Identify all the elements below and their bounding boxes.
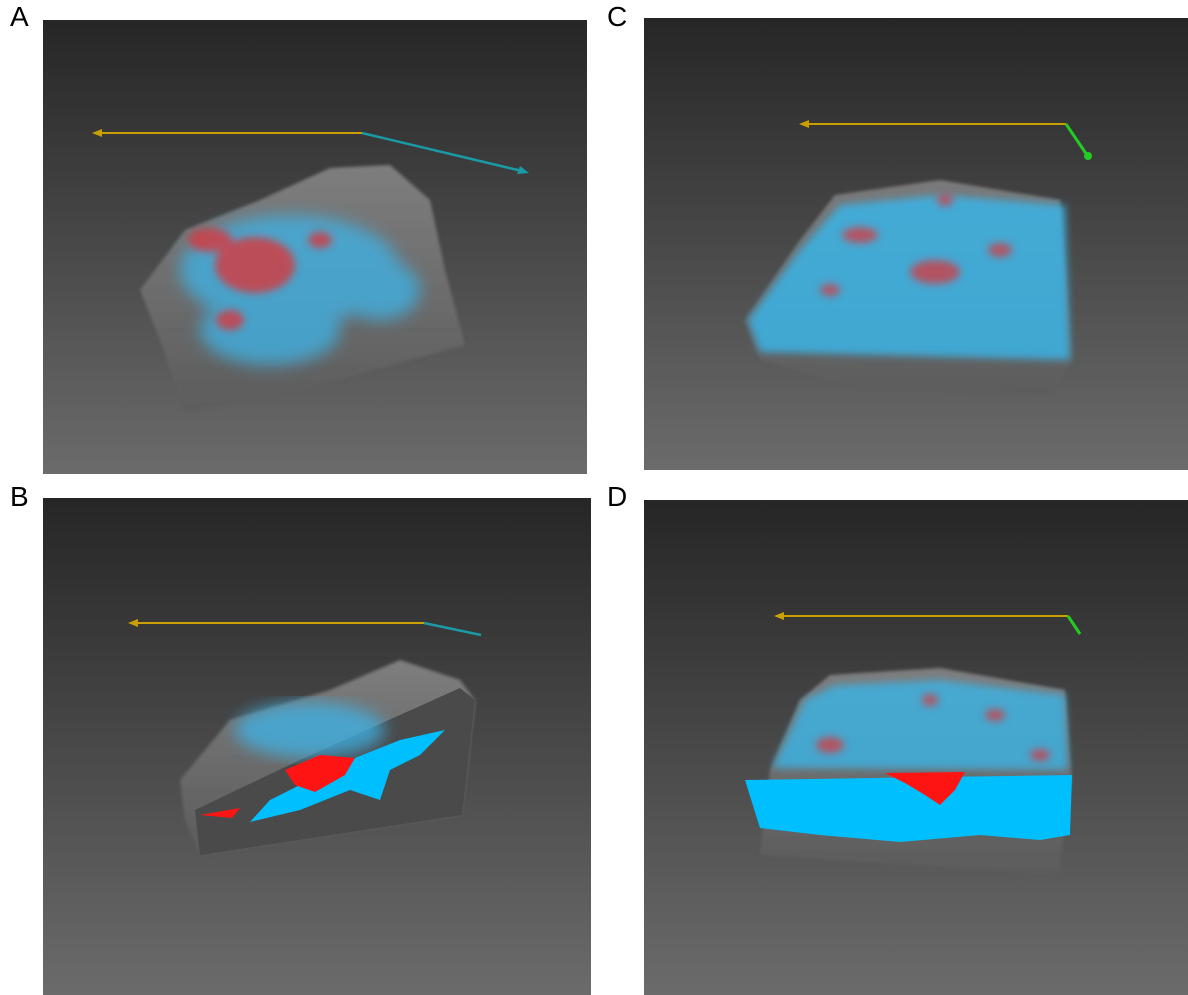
panel-label: D: [607, 481, 627, 512]
panel-b: [43, 498, 591, 995]
panel-label: A: [10, 1, 29, 32]
blue-signal: [235, 702, 385, 758]
figure: A B C D: [0, 0, 1188, 995]
panel-c: [644, 18, 1188, 470]
panel-label: C: [607, 1, 627, 32]
panel-a: [43, 20, 587, 474]
panel-d: [644, 500, 1188, 995]
panel-label: B: [10, 481, 29, 512]
page: A B C D: [0, 0, 1188, 995]
arrow-head: [1084, 152, 1092, 160]
